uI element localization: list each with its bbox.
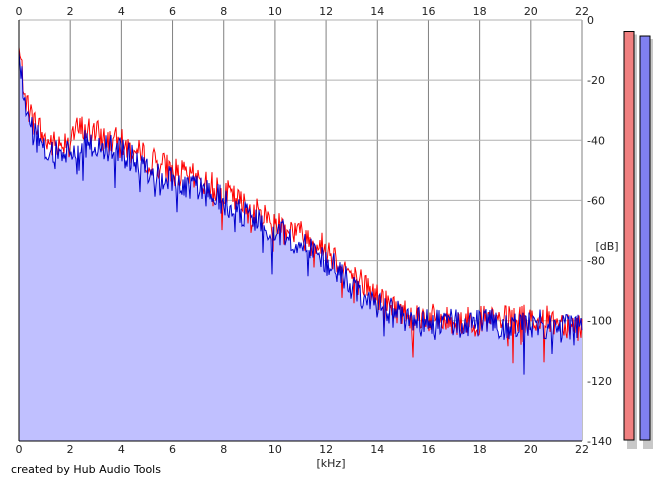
x-tick-label-bottom: 16 bbox=[421, 443, 435, 456]
y-tick-label: -60 bbox=[587, 194, 605, 207]
level-meters bbox=[623, 31, 653, 450]
x-tick-label-bottom: 0 bbox=[16, 443, 23, 456]
x-tick-label-bottom: 20 bbox=[524, 443, 538, 456]
x-tick-label-bottom: 22 bbox=[575, 443, 589, 456]
x-axis-unit-label: [kHz] bbox=[317, 457, 346, 470]
y-tick-label: -100 bbox=[587, 315, 612, 328]
x-tick-label-top: 4 bbox=[118, 5, 125, 18]
x-tick-label-top: 8 bbox=[220, 5, 227, 18]
level-meter-right bbox=[639, 35, 651, 441]
y-axis-unit-label: [dB] bbox=[595, 240, 618, 253]
x-tick-label-top: 20 bbox=[524, 5, 538, 18]
y-tick-label: 0 bbox=[587, 14, 594, 27]
y-tick-label: -140 bbox=[587, 435, 612, 448]
series-blue-line bbox=[18, 50, 583, 375]
spectrum-series bbox=[18, 47, 583, 441]
x-tick-labels-top: 0 2 4 6 8 10 12 14 16 18 20 22 bbox=[16, 5, 590, 18]
x-tick-label-bottom: 12 bbox=[319, 443, 333, 456]
x-tick-label-bottom: 18 bbox=[473, 443, 487, 456]
y-tick-label: -80 bbox=[587, 255, 605, 268]
y-tick-label: -120 bbox=[587, 375, 612, 388]
level-meter-left bbox=[623, 31, 635, 441]
x-tick-label-bottom: 6 bbox=[169, 443, 176, 456]
y-tick-label: -40 bbox=[587, 134, 605, 147]
y-tick-labels: 0 -20 -40 -60 -80 -100 -120 -140 bbox=[587, 14, 612, 448]
x-tick-label-top: 2 bbox=[67, 5, 74, 18]
series-red-line bbox=[18, 47, 583, 364]
x-tick-label-bottom: 8 bbox=[220, 443, 227, 456]
x-tick-labels-bottom: 0 2 4 6 8 10 12 14 16 18 20 22 bbox=[16, 443, 590, 456]
x-tick-label-top: 0 bbox=[16, 5, 23, 18]
x-tick-label-top: 14 bbox=[370, 5, 384, 18]
footer-credit: created by Hub Audio Tools bbox=[11, 463, 161, 476]
y-tick-label: -20 bbox=[587, 74, 605, 87]
x-tick-label-top: 12 bbox=[319, 5, 333, 18]
x-tick-label-bottom: 10 bbox=[268, 443, 282, 456]
x-tick-label-top: 6 bbox=[169, 5, 176, 18]
x-tick-label-top: 22 bbox=[575, 5, 589, 18]
x-tick-label-top: 10 bbox=[268, 5, 282, 18]
x-tick-label-bottom: 2 bbox=[67, 443, 74, 456]
x-tick-label-top: 16 bbox=[421, 5, 435, 18]
x-tick-label-bottom: 14 bbox=[370, 443, 384, 456]
x-tick-label-bottom: 4 bbox=[118, 443, 125, 456]
x-tick-label-top: 18 bbox=[473, 5, 487, 18]
